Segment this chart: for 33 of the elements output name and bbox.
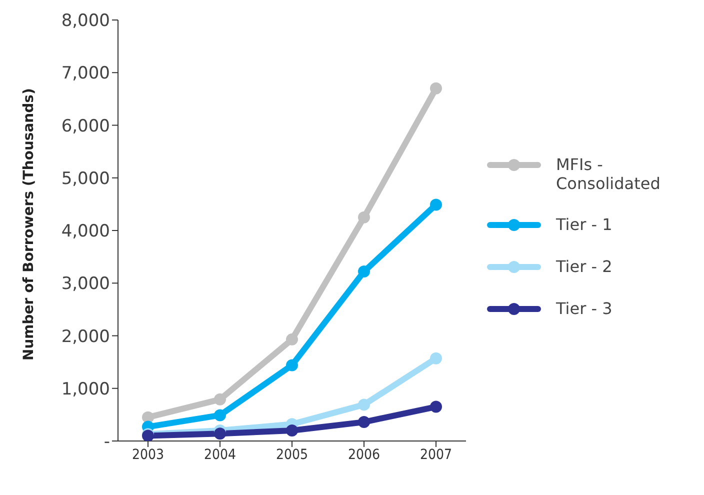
legend-label: Tier - 2 — [556, 256, 614, 276]
y-tick-label: 1,000 — [61, 379, 110, 400]
point — [214, 428, 226, 440]
point — [286, 359, 298, 372]
point — [430, 82, 442, 94]
point — [430, 400, 442, 413]
y-tick-label: 2,000 — [61, 326, 110, 347]
y-tick-label: 5,000 — [61, 168, 110, 189]
y-tick-label: 7,000 — [61, 64, 110, 84]
x-tick-label: 2006 — [348, 446, 380, 463]
y-tick-label: 3,000 — [61, 274, 110, 294]
point — [358, 266, 370, 278]
point — [430, 198, 442, 211]
legend-label: Tier - 1 — [556, 214, 614, 234]
point — [286, 424, 298, 436]
x-tick-label: 2004 — [204, 446, 236, 463]
x-tick-label: 2007 — [420, 446, 452, 463]
point — [430, 352, 442, 364]
legend-label: Tier - 3 — [556, 298, 614, 318]
y-axis-title: Number of Borrowers (Thousands) — [20, 88, 37, 360]
y-tick-label: - — [104, 432, 110, 452]
x-tick-label: 2005 — [276, 446, 308, 463]
legend-label: MFIs - Consolidated — [556, 154, 662, 192]
y-tick-label: 8,000 — [61, 11, 110, 32]
point — [214, 393, 226, 406]
point — [358, 398, 370, 411]
y-tick-label: 6,000 — [61, 116, 110, 136]
point — [358, 211, 370, 224]
point — [214, 409, 226, 422]
y-tick-label: 4,000 — [61, 222, 110, 242]
point — [358, 416, 370, 428]
point — [286, 333, 298, 346]
x-tick-label: 2003 — [132, 446, 164, 463]
